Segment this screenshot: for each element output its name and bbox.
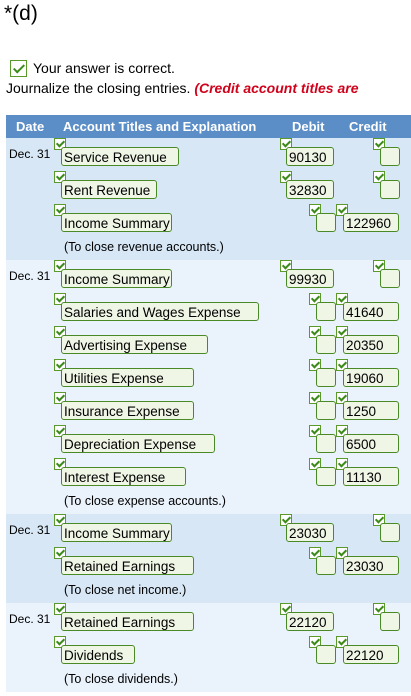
- credit-amount-field[interactable]: [380, 612, 400, 631]
- account-title-field[interactable]: Salaries and Wages Expense: [61, 302, 259, 321]
- entry-explanation: (To close expense accounts.): [6, 491, 411, 514]
- header-date: Date: [16, 119, 45, 134]
- credit-amount-field[interactable]: 22120: [343, 645, 399, 664]
- debit-amount-field[interactable]: [316, 335, 336, 354]
- account-title-field[interactable]: Income Summary: [61, 523, 172, 542]
- table-row: Advertising Expense 20350: [6, 326, 411, 359]
- debit-amount-field[interactable]: [316, 645, 336, 664]
- entry-explanation: (To close dividends.): [6, 669, 411, 692]
- account-title-field[interactable]: Interest Expense: [61, 467, 186, 486]
- explanation-text: (To close revenue accounts.): [64, 240, 224, 254]
- table-header: Date Account Titles and Explanation Debi…: [6, 115, 411, 138]
- credit-amount-field[interactable]: 11130: [343, 467, 399, 486]
- account-title-field[interactable]: Income Summary: [61, 213, 172, 232]
- table-row: Income Summary 122960: [6, 204, 411, 237]
- table-row: Dividends 22120: [6, 636, 411, 669]
- header-debit: Debit: [292, 119, 325, 134]
- account-title-field[interactable]: Retained Earnings: [61, 612, 194, 631]
- table-row: Interest Expense 11130: [6, 458, 411, 491]
- entry-date: Dec. 31: [9, 523, 51, 537]
- table-row: Dec. 31 Service Revenue 90130: [6, 138, 411, 171]
- debit-amount-field[interactable]: [316, 302, 336, 321]
- credit-amount-field[interactable]: 19060: [343, 368, 399, 387]
- debit-amount-field[interactable]: 22120: [286, 612, 334, 631]
- credit-amount-field[interactable]: 23030: [343, 556, 399, 575]
- credit-amount-field[interactable]: 41640: [343, 302, 399, 321]
- credit-amount-field[interactable]: [380, 147, 400, 166]
- debit-amount-field[interactable]: [316, 434, 336, 453]
- account-title-field[interactable]: Income Summary: [61, 269, 172, 288]
- account-title-field[interactable]: Dividends: [61, 645, 135, 664]
- part-label: *(d): [4, 2, 38, 25]
- entry-date: Dec. 31: [9, 269, 51, 283]
- credit-amount-field[interactable]: [380, 523, 400, 542]
- entry-date: Dec. 31: [9, 147, 51, 161]
- account-title-field[interactable]: Utilities Expense: [61, 368, 194, 387]
- table-row: Dec. 31 Income Summary 99930: [6, 260, 411, 293]
- credit-amount-field[interactable]: 6500: [343, 434, 399, 453]
- debit-amount-field[interactable]: [316, 556, 336, 575]
- journal-entry: Dec. 31 Retained Earnings 22120 Dividends 22…: [6, 603, 411, 692]
- debit-amount-field[interactable]: 90130: [286, 147, 334, 166]
- header-credit: Credit: [349, 119, 387, 134]
- account-title-field[interactable]: Retained Earnings: [61, 556, 194, 575]
- table-row: Dec. 31 Retained Earnings 22120: [6, 603, 411, 636]
- credit-amount-field[interactable]: 1250: [343, 401, 399, 420]
- account-title-field[interactable]: Insurance Expense: [61, 401, 194, 420]
- table-row: Retained Earnings 23030: [6, 547, 411, 580]
- account-title-field[interactable]: Depreciation Expense: [61, 434, 215, 453]
- debit-amount-field[interactable]: [316, 213, 336, 232]
- table-row: Rent Revenue 32830: [6, 171, 411, 204]
- journal-entry: Dec. 31 Service Revenue 90130 Rent Revenue 3…: [6, 138, 411, 260]
- entry-date: Dec. 31: [9, 612, 51, 626]
- credit-amount-field[interactable]: [380, 180, 400, 199]
- table-row: Dec. 31 Income Summary 23030: [6, 514, 411, 547]
- table-row: Insurance Expense 1250: [6, 392, 411, 425]
- table-row: Utilities Expense 19060: [6, 359, 411, 392]
- journal-entry: Dec. 31 Income Summary 99930 Salaries and W…: [6, 260, 411, 514]
- account-title-field[interactable]: Rent Revenue: [61, 180, 157, 199]
- table-row: Depreciation Expense 6500: [6, 425, 411, 458]
- explanation-text: (To close expense accounts.): [64, 494, 226, 508]
- instruction-note: (Credit account titles are: [194, 80, 359, 96]
- instruction-text: Journalize the closing entries.: [6, 80, 191, 96]
- debit-amount-field[interactable]: 23030: [286, 523, 334, 542]
- answer-status: Your answer is correct.: [10, 58, 175, 78]
- entry-explanation: (To close net income.): [6, 580, 411, 603]
- debit-amount-field[interactable]: [316, 401, 336, 420]
- credit-amount-field[interactable]: 20350: [343, 335, 399, 354]
- journal-table: Date Account Titles and Explanation Debi…: [6, 115, 411, 692]
- credit-amount-field[interactable]: [380, 269, 400, 288]
- credit-amount-field[interactable]: 122960: [343, 213, 399, 232]
- correct-check-icon: [10, 59, 27, 77]
- debit-amount-field[interactable]: [316, 368, 336, 387]
- account-title-field[interactable]: Service Revenue: [61, 147, 179, 166]
- entry-explanation: (To close revenue accounts.): [6, 237, 411, 260]
- journal-entries: Dec. 31 Service Revenue 90130 Rent Revenue 3…: [6, 138, 411, 692]
- table-row: Salaries and Wages Expense 41640: [6, 293, 411, 326]
- instructions: Journalize the closing entries. (Credit …: [6, 80, 358, 96]
- status-text: Your answer is correct.: [33, 60, 175, 76]
- account-title-field[interactable]: Advertising Expense: [61, 335, 208, 354]
- journal-entry: Dec. 31 Income Summary 23030 Retained Earni…: [6, 514, 411, 603]
- debit-amount-field[interactable]: 99930: [286, 269, 334, 288]
- debit-amount-field[interactable]: 32830: [286, 180, 334, 199]
- header-account: Account Titles and Explanation: [63, 119, 257, 134]
- debit-amount-field[interactable]: [316, 467, 336, 486]
- explanation-text: (To close net income.): [64, 583, 187, 597]
- explanation-text: (To close dividends.): [64, 672, 178, 686]
